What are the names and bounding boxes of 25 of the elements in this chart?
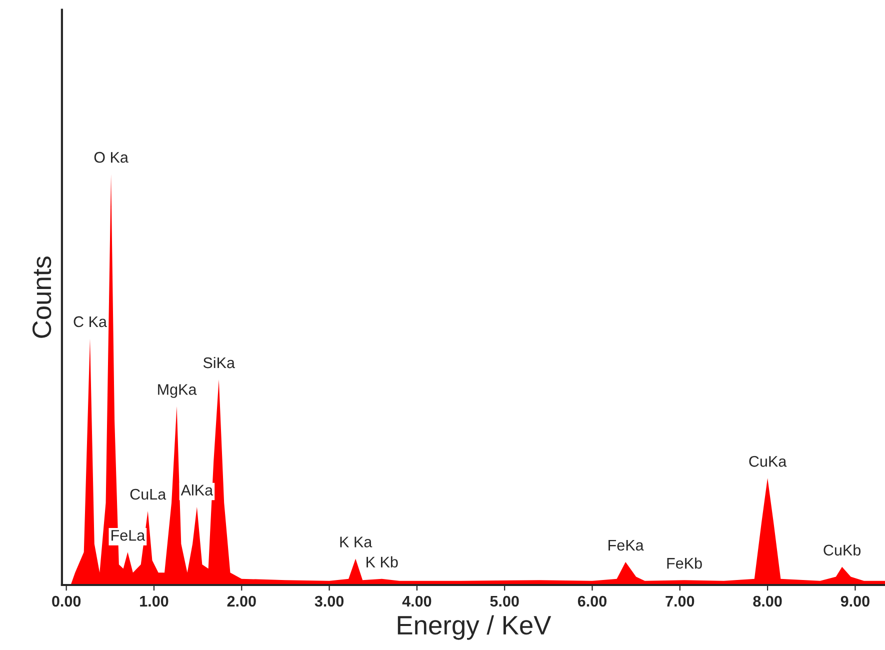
annotation: CuKb xyxy=(824,544,861,556)
x-tick-label: 5.00 xyxy=(490,596,519,607)
annotation: C Ka xyxy=(74,316,107,328)
x-tick-label: 3.00 xyxy=(314,596,344,607)
y-axis-title: Counts xyxy=(32,256,52,338)
x-tick-label: 4.00 xyxy=(402,596,432,607)
annotation: AlKa xyxy=(180,484,214,496)
x-tick-label: 1.00 xyxy=(140,596,168,607)
annotation: CuLa xyxy=(130,488,166,500)
annotation: FeLa xyxy=(112,530,146,541)
annotation: K Kb xyxy=(366,556,398,568)
annotation: CuKa xyxy=(749,456,787,467)
annotation: SiKa xyxy=(203,356,235,368)
annotation: K Ka xyxy=(340,536,372,548)
x-tick-label: 9.00 xyxy=(840,596,870,607)
annotation: FeKb xyxy=(667,557,702,569)
x-tick-label: 8.00 xyxy=(753,596,782,607)
x-tick-label: 0.00 xyxy=(52,596,81,607)
annotation: FeKa xyxy=(608,540,644,551)
annotation: MgKa xyxy=(158,384,197,398)
x-axis-title: Energy / KeV xyxy=(398,615,552,640)
x-tick-label: 6.00 xyxy=(578,596,606,607)
annotation: O Ka xyxy=(94,152,128,163)
x-tick-label: 7.00 xyxy=(666,596,694,607)
x-tick-label: 2.00 xyxy=(227,596,256,607)
